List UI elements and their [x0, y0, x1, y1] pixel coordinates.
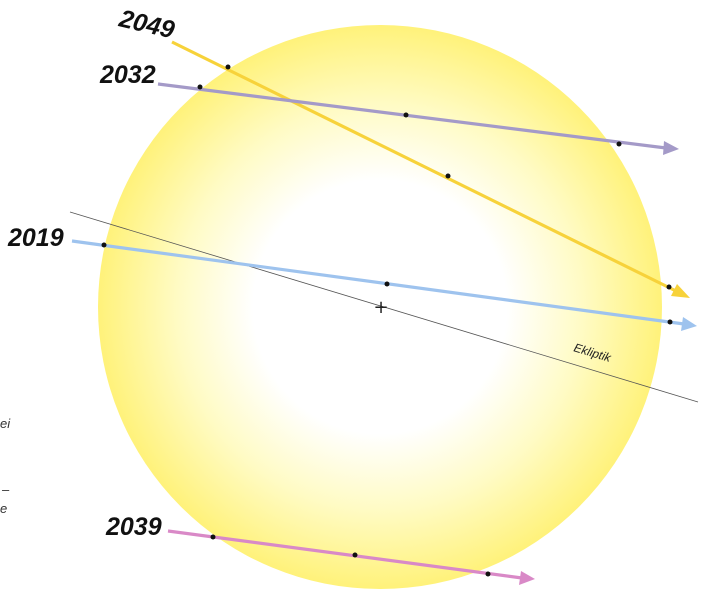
- transit-path-2039: [167, 529, 535, 585]
- contact-point: [485, 571, 491, 577]
- year-label-2032: 2032: [99, 61, 156, 89]
- year-label-2049: 2049: [116, 4, 178, 44]
- margin-fragment: –: [1, 482, 10, 497]
- mid-point: [352, 552, 358, 558]
- transit-path-2019: [71, 239, 697, 331]
- transit-path-2032: [157, 82, 679, 155]
- margin-fragment: ei: [0, 416, 11, 431]
- mid-point: [445, 173, 451, 179]
- transit-path-2049: [171, 40, 690, 298]
- year-label-2019: 2019: [7, 224, 64, 252]
- mid-point: [403, 112, 409, 118]
- sun-center-marker: +: [373, 297, 388, 318]
- mid-point: [384, 281, 390, 287]
- arrowhead-2032: [663, 141, 679, 155]
- arrowhead-2049: [671, 284, 690, 298]
- margin-fragment: e: [0, 501, 7, 516]
- contact-point: [197, 84, 203, 90]
- contact-point: [667, 319, 673, 325]
- arrowhead-2039: [519, 571, 535, 585]
- contact-point: [225, 64, 231, 70]
- sun-disc: [98, 25, 662, 589]
- arrowhead-2019: [681, 317, 697, 331]
- contact-point: [101, 242, 107, 248]
- contact-point: [666, 284, 672, 290]
- contact-point: [616, 141, 622, 147]
- contact-point: [210, 534, 216, 540]
- year-label-2039: 2039: [105, 513, 162, 541]
- ecliptic-line: [69, 211, 699, 403]
